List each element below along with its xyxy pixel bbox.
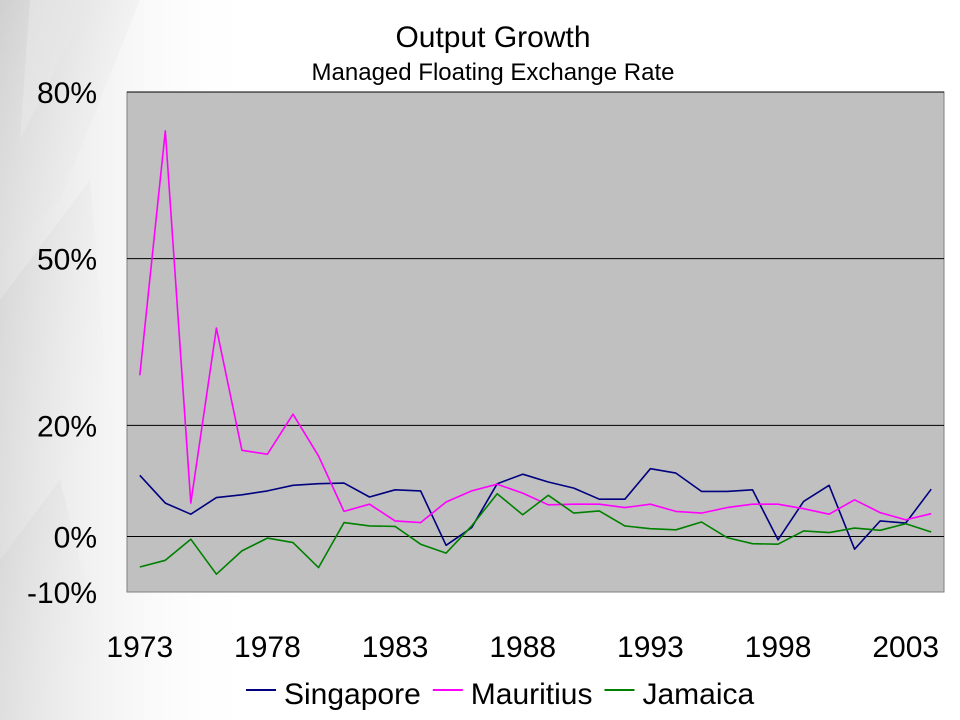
- x-tick-label: 1988: [489, 631, 556, 664]
- legend-label-jamaica: Jamaica: [642, 678, 754, 711]
- x-tick-label: 1998: [745, 631, 812, 664]
- legend: Singapore Mauritius Jamaica: [246, 678, 755, 711]
- x-tick-label: 2003: [872, 631, 939, 664]
- y-axis-tick-labels: 80% 50% 20% 0% -10%: [27, 77, 97, 610]
- gridlines: [127, 91, 944, 537]
- series-lines: [139, 130, 932, 576]
- y-tick-label: 20%: [37, 410, 97, 443]
- legend-label-singapore: Singapore: [284, 678, 421, 711]
- series-line-jamaica: [139, 492, 932, 576]
- x-tick-label: 1993: [617, 631, 684, 664]
- plot-area: [126, 91, 945, 593]
- x-tick-label: 1973: [106, 631, 173, 664]
- x-axis-tick-labels: 1973 1978 1983 1988 1993 1998 2003: [106, 631, 939, 664]
- legend-label-mauritius: Mauritius: [471, 678, 593, 711]
- y-tick-label: -10%: [27, 577, 97, 610]
- chart-title: Output Growth: [395, 21, 590, 54]
- chart-subtitle: Managed Floating Exchange Rate: [312, 59, 675, 86]
- y-tick-label: 80%: [37, 77, 97, 110]
- x-tick-label: 1983: [362, 631, 429, 664]
- series-line-mauritius: [139, 130, 932, 524]
- y-tick-label: 0%: [54, 521, 97, 554]
- x-tick-label: 1978: [234, 631, 301, 664]
- y-tick-label: 50%: [37, 244, 97, 277]
